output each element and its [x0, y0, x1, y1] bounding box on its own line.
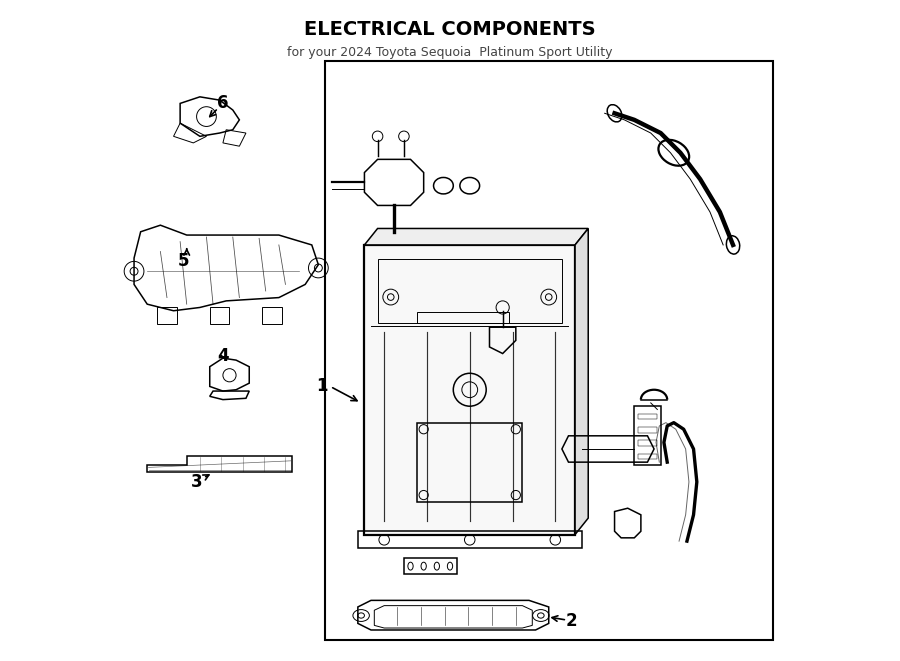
Bar: [364, 245, 575, 535]
Text: 4: 4: [217, 346, 229, 364]
Bar: [378, 259, 562, 323]
Text: for your 2024 Toyota Sequoia  Platinum Sport Utility: for your 2024 Toyota Sequoia Platinum Sp…: [287, 46, 613, 59]
Bar: [358, 531, 581, 548]
Bar: [210, 307, 230, 324]
Text: 2: 2: [566, 613, 578, 631]
Bar: [634, 407, 661, 465]
Text: ELECTRICAL COMPONENTS: ELECTRICAL COMPONENTS: [304, 20, 596, 39]
Bar: [637, 427, 657, 432]
Text: 5: 5: [177, 253, 189, 270]
Bar: [637, 453, 657, 459]
Polygon shape: [364, 229, 589, 245]
Bar: [325, 61, 772, 640]
Bar: [263, 307, 283, 324]
Text: 6: 6: [217, 95, 229, 112]
Bar: [637, 414, 657, 419]
Bar: [637, 440, 657, 446]
Polygon shape: [575, 229, 589, 535]
Bar: [417, 422, 522, 502]
Text: 3: 3: [191, 473, 202, 491]
Bar: [158, 307, 176, 324]
Text: 1: 1: [316, 377, 328, 395]
Bar: [404, 558, 456, 574]
